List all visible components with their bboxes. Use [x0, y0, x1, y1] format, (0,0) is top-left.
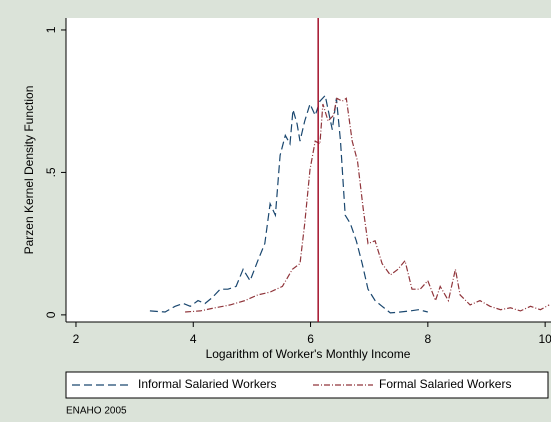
x-tick-label: 8 — [425, 332, 432, 346]
legend-box — [65, 371, 549, 399]
legend-label: Informal Salaried Workers — [138, 377, 277, 391]
y-tick-label: 1 — [44, 26, 58, 33]
x-tick-label: 10 — [538, 332, 551, 346]
density-line — [149, 94, 428, 314]
plot-area — [66, 18, 551, 322]
x-axis-title: Logarithm of Worker's Monthly Income — [206, 347, 411, 361]
x-tick-label: 6 — [307, 332, 314, 346]
density-line — [185, 97, 550, 313]
legend-label: Formal Salaried Workers — [379, 377, 511, 391]
y-axis-title: Parzen Kernel Density Function — [22, 86, 36, 255]
y-tick-label: .5 — [44, 167, 58, 177]
x-tick-label: 2 — [73, 332, 80, 346]
x-tick-label: 4 — [190, 332, 197, 346]
y-tick-label: 0 — [44, 311, 58, 318]
note: ENAHO 2005 — [66, 406, 127, 417]
